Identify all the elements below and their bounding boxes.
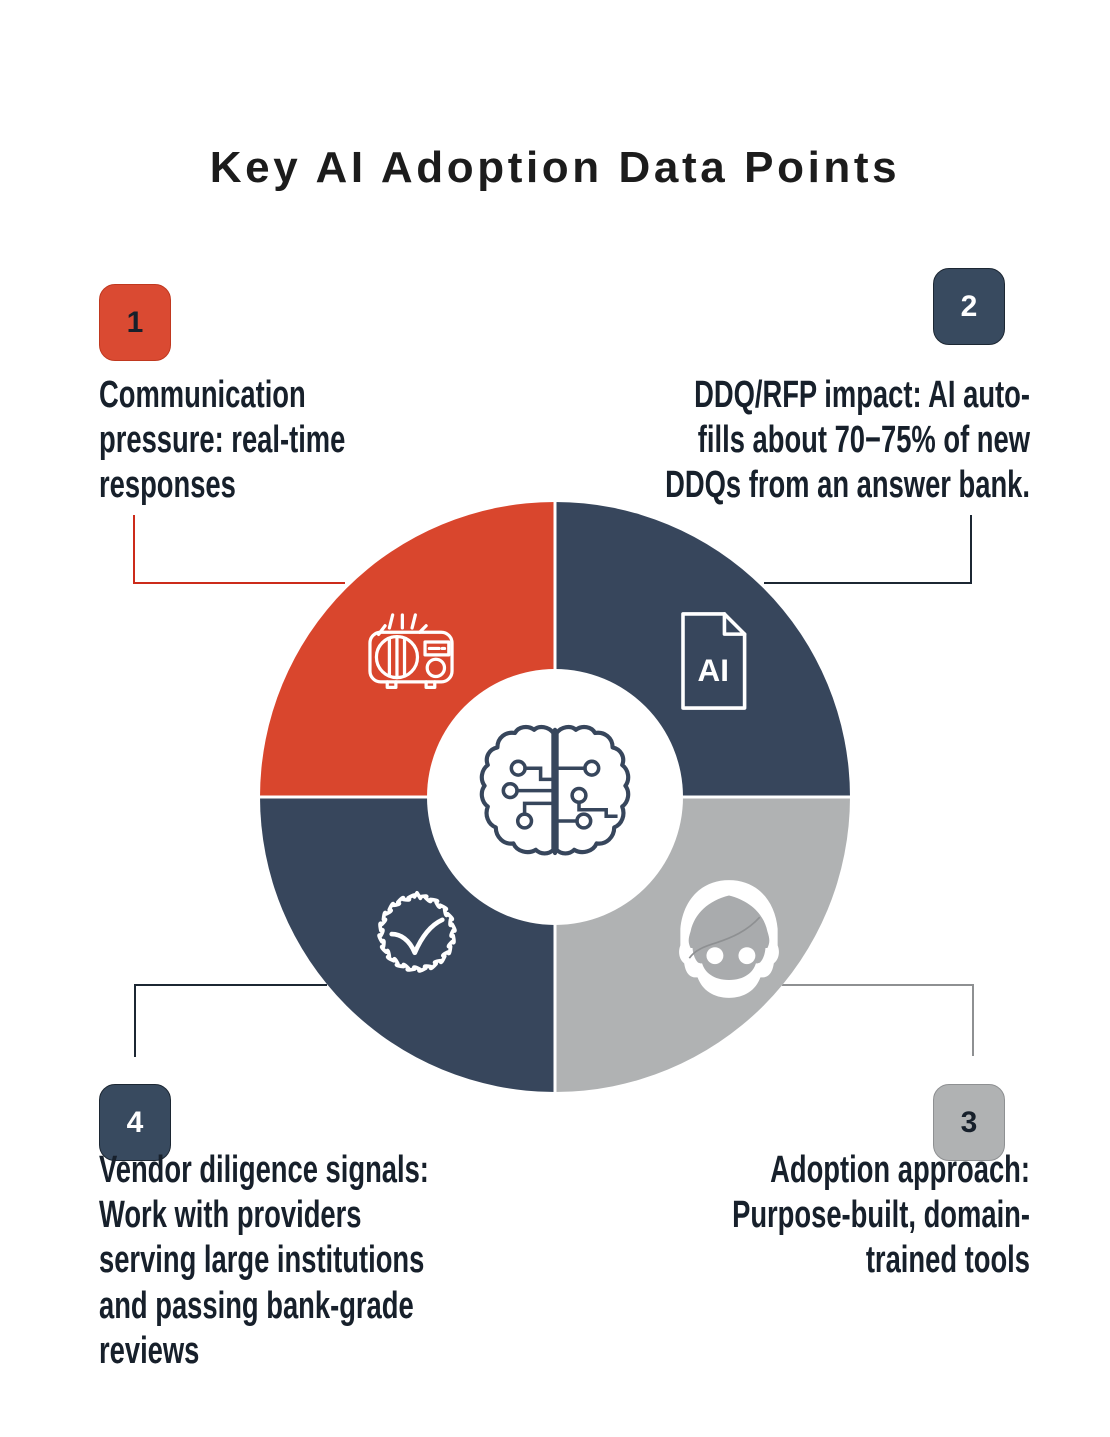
svg-text:AI: AI: [698, 653, 729, 688]
